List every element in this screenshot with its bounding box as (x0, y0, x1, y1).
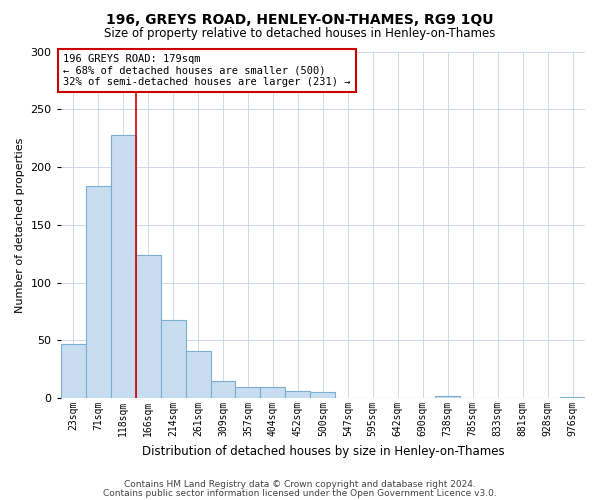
Bar (110, 134, 136, 398)
Text: 196, GREYS ROAD, HENLEY-ON-THAMES, RG9 1QU: 196, GREYS ROAD, HENLEY-ON-THAMES, RG9 1… (106, 12, 494, 26)
Bar (185, 351, 211, 398)
Text: Contains HM Land Registry data © Crown copyright and database right 2024.: Contains HM Land Registry data © Crown c… (124, 480, 476, 489)
Bar (235, 386, 260, 398)
Bar (86, 186, 110, 398)
Text: Contains public sector information licensed under the Open Government Licence v3: Contains public sector information licen… (103, 488, 497, 498)
Y-axis label: Number of detached properties: Number of detached properties (15, 137, 25, 312)
Bar (61, 344, 86, 398)
Bar (310, 392, 335, 398)
Bar (161, 320, 185, 398)
Bar (560, 397, 585, 398)
Bar (435, 396, 460, 398)
Bar (286, 391, 310, 398)
Bar (260, 386, 286, 398)
Bar (136, 255, 161, 398)
Text: 196 GREYS ROAD: 179sqm
← 68% of detached houses are smaller (500)
32% of semi-de: 196 GREYS ROAD: 179sqm ← 68% of detached… (63, 54, 351, 87)
Text: Size of property relative to detached houses in Henley-on-Thames: Size of property relative to detached ho… (104, 28, 496, 40)
X-axis label: Distribution of detached houses by size in Henley-on-Thames: Distribution of detached houses by size … (142, 444, 504, 458)
Bar (211, 381, 235, 398)
